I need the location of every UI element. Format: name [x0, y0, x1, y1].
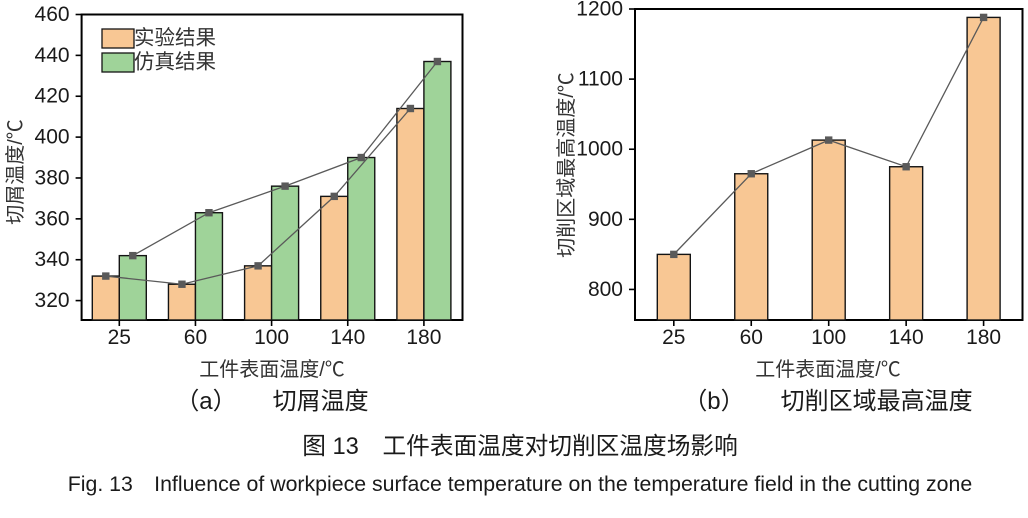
svg-text:工件表面温度/℃: 工件表面温度/℃: [199, 358, 345, 381]
svg-text:切削区域最高温度/℃: 切削区域最高温度/℃: [555, 72, 578, 258]
svg-text:1100: 1100: [578, 68, 623, 91]
svg-text:Fig. 13 Influence of workpiece: Fig. 13 Influence of workpiece surface t…: [68, 472, 972, 496]
svg-text:380: 380: [35, 166, 70, 189]
svg-text:360: 360: [35, 207, 70, 230]
svg-text:100: 100: [254, 326, 289, 349]
svg-text:工件表面温度/℃: 工件表面温度/℃: [755, 358, 901, 381]
svg-text:140: 140: [889, 326, 924, 349]
svg-text:25: 25: [662, 326, 685, 349]
svg-text:140: 140: [330, 326, 365, 349]
svg-text:460: 460: [35, 3, 70, 26]
svg-text:180: 180: [966, 326, 1001, 349]
svg-text:180: 180: [406, 326, 441, 349]
svg-text:（b） 切削区域最高温度: （b） 切削区域最高温度: [683, 388, 972, 415]
svg-text:400: 400: [35, 126, 70, 149]
svg-text:60: 60: [184, 326, 207, 349]
svg-text:900: 900: [588, 208, 623, 231]
svg-text:25: 25: [108, 326, 131, 349]
svg-text:仿真结果: 仿真结果: [134, 51, 216, 74]
svg-text:1200: 1200: [576, 0, 623, 21]
svg-text:320: 320: [35, 289, 70, 312]
svg-text:图 13 工件表面温度对切削区温度场影响: 图 13 工件表面温度对切削区温度场影响: [302, 433, 738, 460]
svg-text:100: 100: [811, 326, 846, 349]
svg-text:（a） 切屑温度: （a） 切屑温度: [175, 388, 368, 415]
svg-text:800: 800: [588, 278, 623, 301]
svg-text:440: 440: [35, 44, 70, 67]
svg-text:420: 420: [35, 85, 70, 108]
svg-text:切屑温度/℃: 切屑温度/℃: [4, 119, 27, 225]
svg-text:340: 340: [35, 248, 70, 271]
svg-text:60: 60: [740, 326, 763, 349]
svg-text:实验结果: 实验结果: [134, 27, 216, 50]
svg-text:1000: 1000: [576, 138, 623, 161]
